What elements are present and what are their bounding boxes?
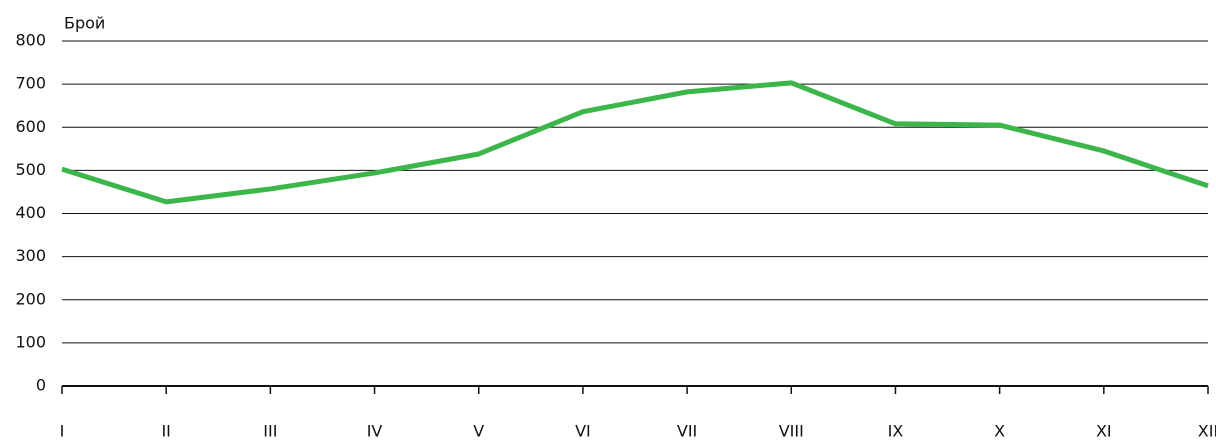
x-tick-label: VII [677, 422, 697, 440]
y-tick-label: 500 [15, 160, 46, 179]
x-tick-label: I [60, 422, 65, 440]
line [61, 80, 1209, 205]
y-tick-label: 100 [15, 332, 46, 351]
x-tick-label: II [161, 422, 170, 440]
axis-label: Брой [64, 14, 105, 33]
y-tick-label: 300 [15, 246, 46, 265]
x-tick-label: XII [1198, 422, 1216, 440]
x-tick-label: XI [1096, 422, 1112, 440]
y-tick-label: 200 [15, 289, 46, 308]
y-tick-label: 0 [36, 376, 46, 395]
y-tick-label: 600 [15, 117, 46, 136]
x-tick-label: X [994, 422, 1005, 440]
x-tick-label: III [263, 422, 277, 440]
x-tick-label: VI [575, 422, 591, 440]
x-tick-label: IV [367, 422, 383, 440]
y-tick-label: 800 [15, 31, 46, 50]
x-tick-label: IX [888, 422, 904, 440]
x-tick-label: V [473, 422, 484, 440]
y-tick-label: 700 [15, 74, 46, 93]
x-tick-label: VIII [779, 422, 804, 440]
y-tick-label: 400 [15, 203, 46, 222]
